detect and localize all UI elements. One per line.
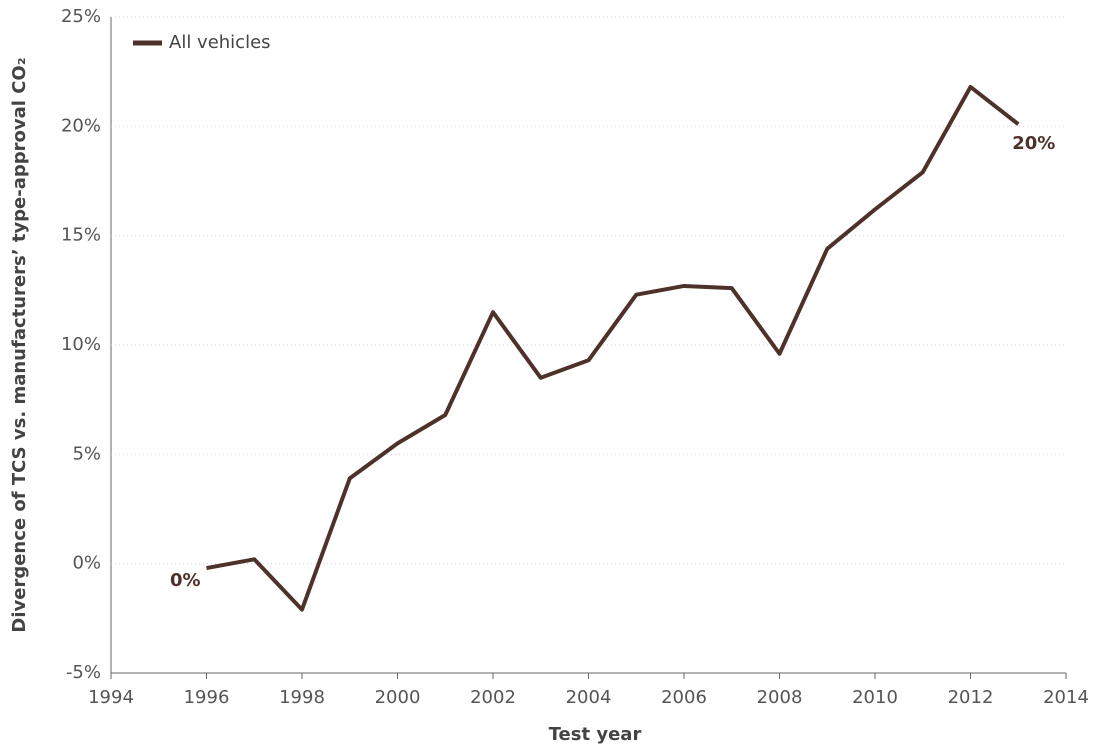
x-tick-label: 2004 [566, 687, 612, 708]
y-tick-label: 10% [61, 334, 101, 355]
y-tick-label: 0% [72, 553, 101, 574]
x-tick-label: 2008 [757, 687, 803, 708]
data-label: 20% [1012, 133, 1055, 154]
data-line [206, 84, 1020, 612]
y-tick-label: 15% [61, 225, 101, 246]
y-tick-label: -5% [66, 662, 101, 683]
y-axis-title: Divergence of TCS vs. manufacturers’ typ… [9, 57, 30, 632]
x-tick-label: 2000 [375, 687, 421, 708]
y-tick-label: 20% [61, 115, 101, 136]
legend-label: All vehicles [169, 32, 271, 53]
y-tick-label: 5% [72, 443, 101, 464]
x-tick-label: 2002 [470, 687, 516, 708]
x-tick-label: 1998 [279, 687, 325, 708]
x-tick-label: 2010 [852, 687, 898, 708]
x-tick-label: 2014 [1043, 687, 1089, 708]
x-tick-label: 1996 [184, 687, 230, 708]
x-tick-label: 2012 [948, 687, 994, 708]
x-tick-label: 1994 [88, 687, 134, 708]
x-tick-label: 2006 [661, 687, 707, 708]
y-tick-label: 25% [61, 6, 101, 27]
data-label: 0% [170, 570, 201, 591]
x-axis-title: Test year [549, 724, 642, 745]
